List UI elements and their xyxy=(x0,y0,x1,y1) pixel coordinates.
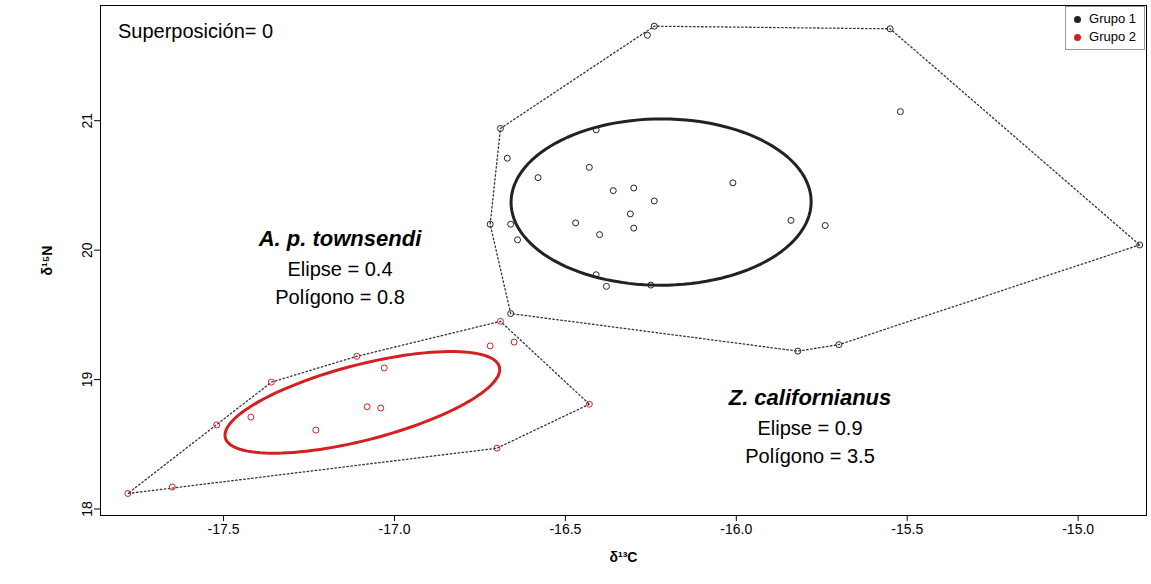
svg-text:18: 18 xyxy=(79,501,95,517)
svg-text:-15.0: -15.0 xyxy=(1062,521,1094,537)
html-text:Polígono = 3.5: Polígono = 3.5 xyxy=(745,445,875,467)
svg-text:21: 21 xyxy=(79,113,95,129)
svg-text:δ¹⁵N: δ¹⁵N xyxy=(39,246,55,276)
html-text:Polígono = 0.8: Polígono = 0.8 xyxy=(275,286,405,308)
html-text:Elipse = 0.4: Elipse = 0.4 xyxy=(287,258,393,280)
html-text:Grupo 2: Grupo 2 xyxy=(1089,29,1136,44)
html-text:Z. californianus: Z. californianus xyxy=(728,385,892,410)
svg-text:-17.0: -17.0 xyxy=(379,521,411,537)
svg-text:-16.0: -16.0 xyxy=(720,521,752,537)
html-text:Elipse = 0.9: Elipse = 0.9 xyxy=(757,417,863,439)
svg-text:-17.5: -17.5 xyxy=(208,521,240,537)
svg-text:20: 20 xyxy=(79,242,95,258)
html-text:A. p. townsendi: A. p. townsendi xyxy=(258,226,422,251)
svg-text:19: 19 xyxy=(79,372,95,388)
svg-text:-16.5: -16.5 xyxy=(549,521,581,537)
svg-text:-15.5: -15.5 xyxy=(891,521,923,537)
svg-text:δ¹³C: δ¹³C xyxy=(610,549,638,565)
html-text:Grupo 1: Grupo 1 xyxy=(1089,11,1136,26)
html-text:Superposición= 0: Superposición= 0 xyxy=(118,20,274,42)
